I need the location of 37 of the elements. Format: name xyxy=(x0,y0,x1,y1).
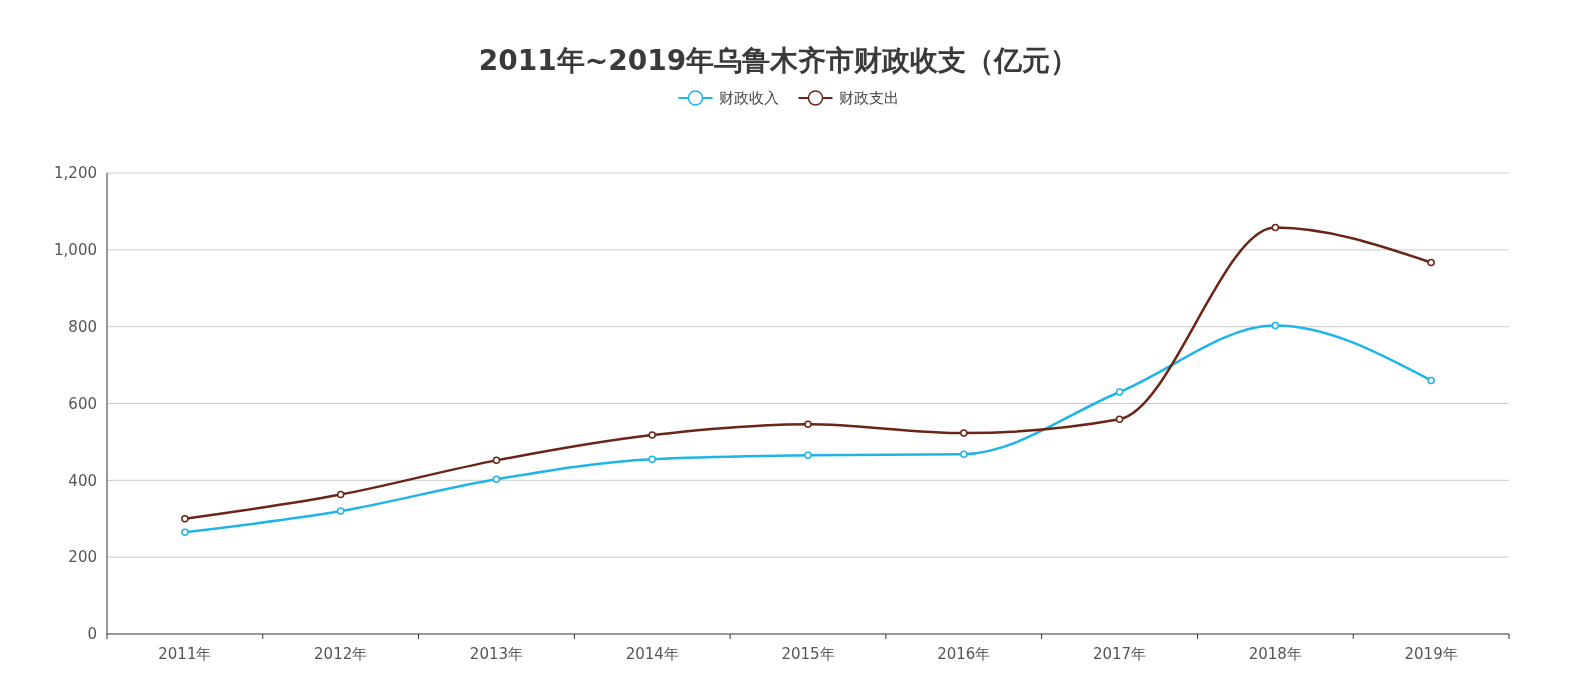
chart-title: 2011年~2019年乌鲁木齐市财政收支（亿元） xyxy=(478,44,1079,77)
x-tick-label: 2019年 xyxy=(1404,645,1458,663)
point xyxy=(804,420,812,428)
point xyxy=(492,475,501,483)
point xyxy=(804,451,812,460)
y-tick-label: 1,200 xyxy=(54,164,97,183)
point xyxy=(960,450,968,458)
point xyxy=(960,429,968,437)
y-tick-label: 0 xyxy=(87,625,97,644)
y-tick-label: 600 xyxy=(68,394,97,413)
x-tick-label: 2012年 xyxy=(314,645,368,663)
point xyxy=(648,455,656,463)
point xyxy=(1271,223,1280,232)
point xyxy=(648,431,656,439)
point xyxy=(1427,376,1435,385)
x-tick-label: 2014年 xyxy=(625,645,679,663)
point xyxy=(181,515,189,523)
point xyxy=(1271,321,1280,330)
point xyxy=(1115,388,1124,396)
point xyxy=(1427,258,1435,267)
x-tick-label: 2015年 xyxy=(781,645,835,663)
y-tick-label: 400 xyxy=(68,471,97,490)
point xyxy=(336,490,345,499)
y-tick-label: 1,000 xyxy=(54,241,97,260)
point xyxy=(181,528,189,536)
point xyxy=(336,507,345,515)
x-tick-label: 2011年 xyxy=(158,645,212,663)
x-tick-label: 2013年 xyxy=(469,645,524,663)
y-tick-label: 200 xyxy=(68,548,97,567)
x-tick-label: 2017年 xyxy=(1092,645,1147,663)
y-tick-label: 800 xyxy=(68,317,97,336)
x-tick-label: 2018年 xyxy=(1248,645,1302,663)
point xyxy=(492,456,501,465)
legend-label: 财政收入 xyxy=(718,89,779,108)
point xyxy=(1115,415,1124,423)
x-tick-label: 2016年 xyxy=(937,645,991,663)
legend-label: 财政支出 xyxy=(838,89,899,108)
